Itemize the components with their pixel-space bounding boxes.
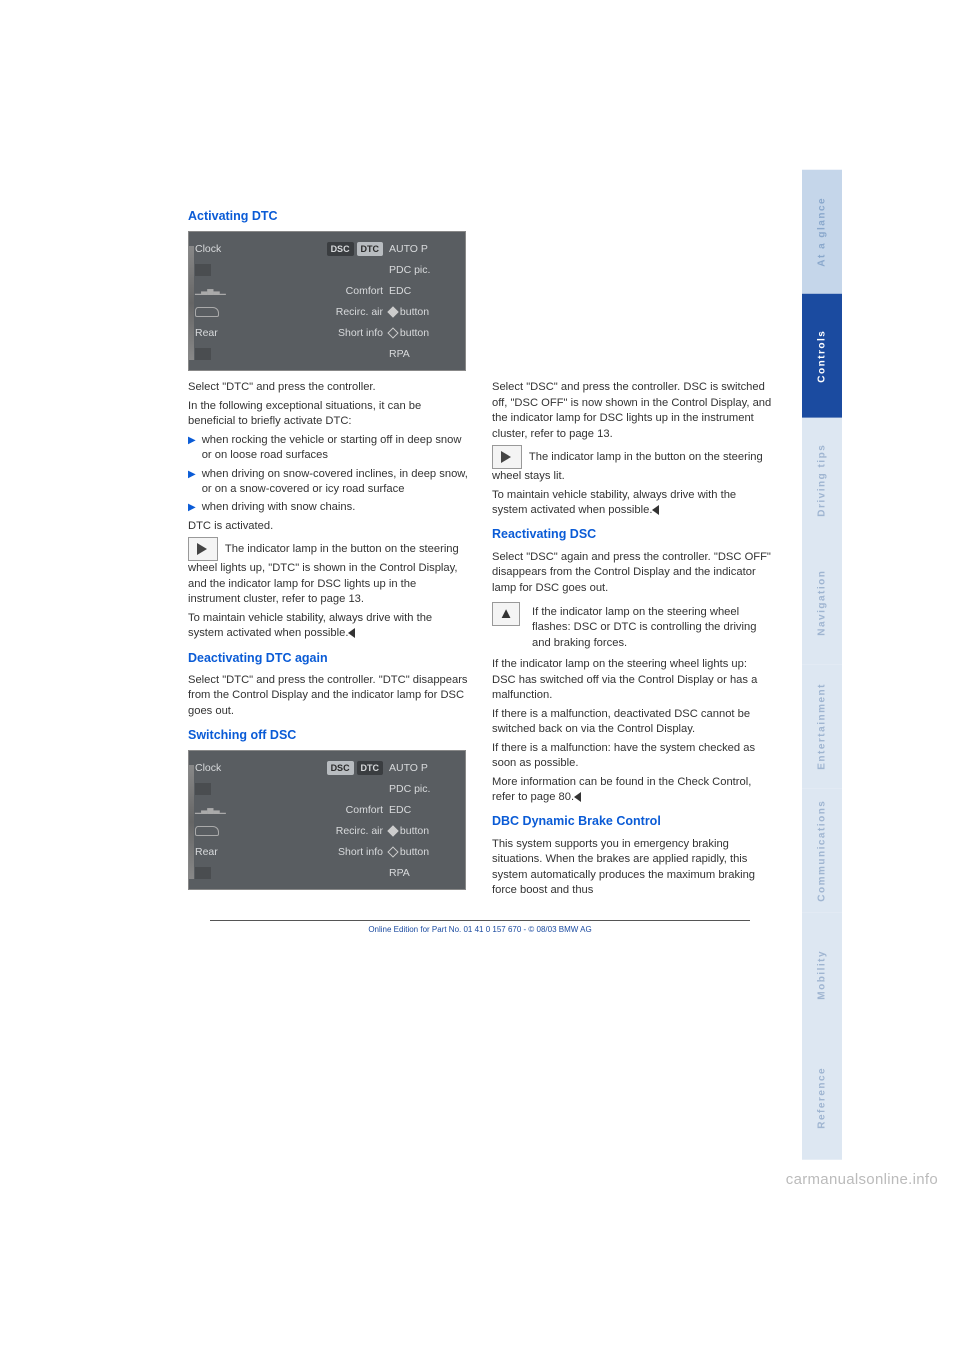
- fan-icon: [195, 264, 211, 276]
- page-link[interactable]: 13: [348, 593, 360, 605]
- diamond-fill-icon: [387, 825, 398, 836]
- body-text: Select "DSC" again and press the control…: [492, 550, 772, 596]
- bullet-text: when driving on snow-covered inclines, i…: [202, 467, 468, 498]
- body-text: Select "DTC" and press the controller. "…: [188, 673, 468, 719]
- diamond-outline-icon: [387, 846, 398, 857]
- heading-switching-off-dsc: Switching off DSC: [188, 727, 468, 744]
- sidebar-item-navigation[interactable]: Navigation: [802, 541, 842, 665]
- gauge-icon: ▁▃▅▃▁: [195, 804, 226, 815]
- body-text: The indicator lamp in the button on the …: [492, 445, 772, 484]
- body-text: If the indicator lamp on the steering wh…: [492, 657, 772, 703]
- control-display-screenshot-dtc: Clock DSC DTC AUTO P PDC pic. ▁▃▅▃▁ Comf…: [188, 231, 466, 371]
- right-column: Select "DSC" and press the controller. D…: [492, 377, 772, 901]
- dtc-box-dark-icon: DTC: [357, 761, 384, 775]
- manual-page-content: Activating DTC Clock DSC DTC AUTO P PDC …: [160, 170, 800, 947]
- control-display-screenshot-dsc: Clock DSC DTC AUTO P PDC pic. ▁▃▅▃▁ Comf…: [188, 750, 466, 890]
- sidebar-item-driving-tips[interactable]: Driving tips: [802, 418, 842, 542]
- marker-triangle-icon: [348, 628, 355, 638]
- bullet-text: when rocking the vehicle or starting off…: [202, 433, 468, 464]
- section-tabs-sidebar: At a glance Controls Driving tips Naviga…: [802, 170, 842, 1160]
- heading-activating-dtc: Activating DTC: [188, 208, 772, 225]
- body-text: This system supports you in emergency br…: [492, 837, 772, 899]
- heading-dbc: DBC Dynamic Brake Control: [492, 813, 772, 830]
- sidebar-item-mobility[interactable]: Mobility: [802, 913, 842, 1037]
- body-text: In the following exceptional situations,…: [188, 399, 468, 430]
- page-link[interactable]: 13: [597, 428, 609, 440]
- indicator-lamp-icon: [492, 445, 522, 469]
- diamond-fill-icon: [387, 306, 398, 317]
- body-text: More information can be found in the Che…: [492, 775, 772, 806]
- watermark-text: carmanualsonline.info: [786, 1171, 938, 1188]
- heading-deactivating-dtc: Deactivating DTC again: [188, 650, 468, 667]
- sidebar-item-entertainment[interactable]: Entertainment: [802, 665, 842, 789]
- body-text: The indicator lamp in the button on the …: [188, 537, 468, 607]
- body-text: If there is a malfunction: have the syst…: [492, 741, 772, 772]
- sidebar-item-communications[interactable]: Communications: [802, 789, 842, 913]
- gauge-icon: ▁▃▅▃▁: [195, 285, 226, 296]
- screen-icon: [195, 867, 211, 879]
- dsc-box-hl-icon: DSC: [327, 761, 354, 775]
- heading-reactivating-dsc: Reactivating DSC: [492, 526, 772, 543]
- car-icon: [195, 307, 219, 317]
- indicator-lamp-icon: [188, 537, 218, 561]
- fan-icon: [195, 783, 211, 795]
- sidebar-item-reference[interactable]: Reference: [802, 1036, 842, 1160]
- marker-triangle-icon: [652, 505, 659, 515]
- bullet-icon: ▶: [188, 467, 196, 498]
- page-link[interactable]: 80: [559, 791, 571, 803]
- car-icon: [195, 826, 219, 836]
- sidebar-item-controls[interactable]: Controls: [802, 294, 842, 418]
- body-text: If there is a malfunction, deactivated D…: [492, 707, 772, 738]
- dsc-box-icon: DSC: [327, 242, 354, 256]
- body-text: Select "DTC" and press the controller.: [188, 380, 468, 395]
- body-text: If the indicator lamp on the steering wh…: [532, 605, 772, 651]
- bullet-icon: ▶: [188, 433, 196, 464]
- bullet-icon: ▶: [188, 500, 196, 515]
- body-text: Select "DSC" and press the controller. D…: [492, 380, 772, 442]
- warning-triangle-icon: ▲: [492, 602, 520, 626]
- left-column: Select "DTC" and press the controller. I…: [188, 377, 468, 901]
- dtc-box-icon: DTC: [357, 242, 384, 256]
- body-text: To maintain vehicle stability, always dr…: [188, 611, 468, 642]
- body-text: To maintain vehicle stability, always dr…: [492, 488, 772, 519]
- edition-footer: Online Edition for Part No. 01 41 0 157 …: [210, 920, 750, 935]
- sidebar-item-at-a-glance[interactable]: At a glance: [802, 170, 842, 294]
- diamond-outline-icon: [387, 327, 398, 338]
- screen-icon: [195, 348, 211, 360]
- body-text: DTC is activated.: [188, 519, 468, 534]
- marker-triangle-icon: [574, 792, 581, 802]
- bullet-text: when driving with snow chains.: [202, 500, 356, 515]
